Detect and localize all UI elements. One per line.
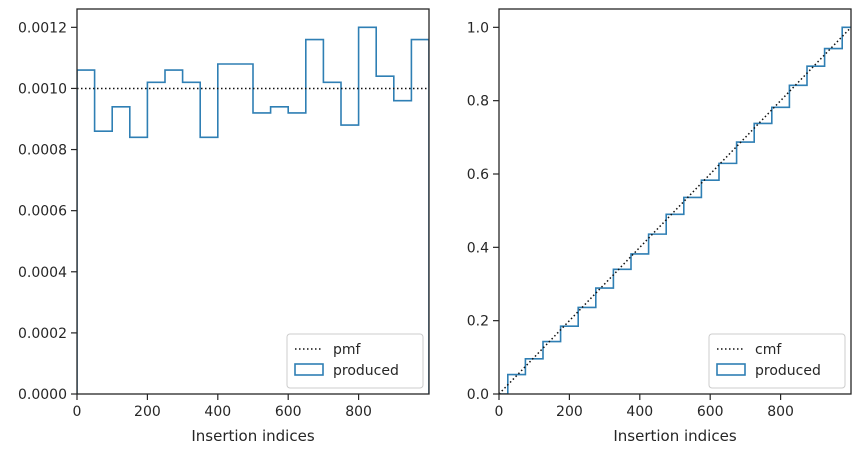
chart-panel-2: 0 200 400 600 800 0.0 0.2 0.4 0.6 0.8 1.0 Insertion… (467, 8, 852, 445)
y-tick-label: 0.2 (467, 314, 489, 330)
x-tick-label: 0 (73, 404, 82, 420)
legend-produced-label: produced (333, 363, 399, 379)
chart-panel-1: 0 200 400 600 800 0.0000 0.0002 0.0004 0.0006 0.0… (18, 8, 430, 445)
plot-frame (76, 8, 430, 395)
x-axis-label: Insertion indices (613, 427, 736, 445)
x-tick-label: 600 (697, 404, 724, 420)
x-tick-label: 800 (345, 404, 372, 420)
y-tick-label: 0.0008 (18, 143, 67, 159)
legend-pmf-label: pmf (333, 342, 362, 358)
x-tick-label: 200 (134, 404, 161, 420)
y-tick-label: 0.0006 (18, 204, 67, 220)
x-tick-label: 400 (204, 404, 231, 420)
y-tick-label: 0.8 (467, 94, 489, 110)
y-tick-label: 0.0000 (18, 387, 67, 403)
series-produced-line (499, 26, 851, 394)
y-tick-label: 0.0 (467, 387, 489, 403)
plot-frame (498, 8, 852, 395)
legend: cmf produced (708, 333, 846, 389)
series-cmf-line (499, 26, 851, 394)
legend-produced-marker (716, 363, 746, 376)
x-axis-label: Insertion indices (191, 427, 314, 445)
x-tick-label: 0 (495, 404, 504, 420)
y-tick-label: 0.0002 (18, 326, 67, 342)
y-tick-label: 0.0012 (18, 20, 67, 36)
y-tick-label: 0.0004 (18, 265, 67, 281)
y-tick-label: 0.6 (467, 167, 489, 183)
y-tick-label: 0.4 (467, 240, 489, 256)
x-tick-label: 800 (767, 404, 794, 420)
x-tick-label: 400 (626, 404, 653, 420)
x-tick-label: 600 (275, 404, 302, 420)
series-produced-line (77, 26, 429, 394)
y-tick-label: 1.0 (467, 20, 489, 36)
legend-cmf-label: cmf (755, 342, 782, 358)
legend: pmf produced (286, 333, 424, 389)
x-tick-label: 200 (556, 404, 583, 420)
legend-produced-label: produced (755, 363, 821, 379)
legend-produced-marker (294, 363, 324, 376)
y-tick-label: 0.0010 (18, 81, 67, 97)
